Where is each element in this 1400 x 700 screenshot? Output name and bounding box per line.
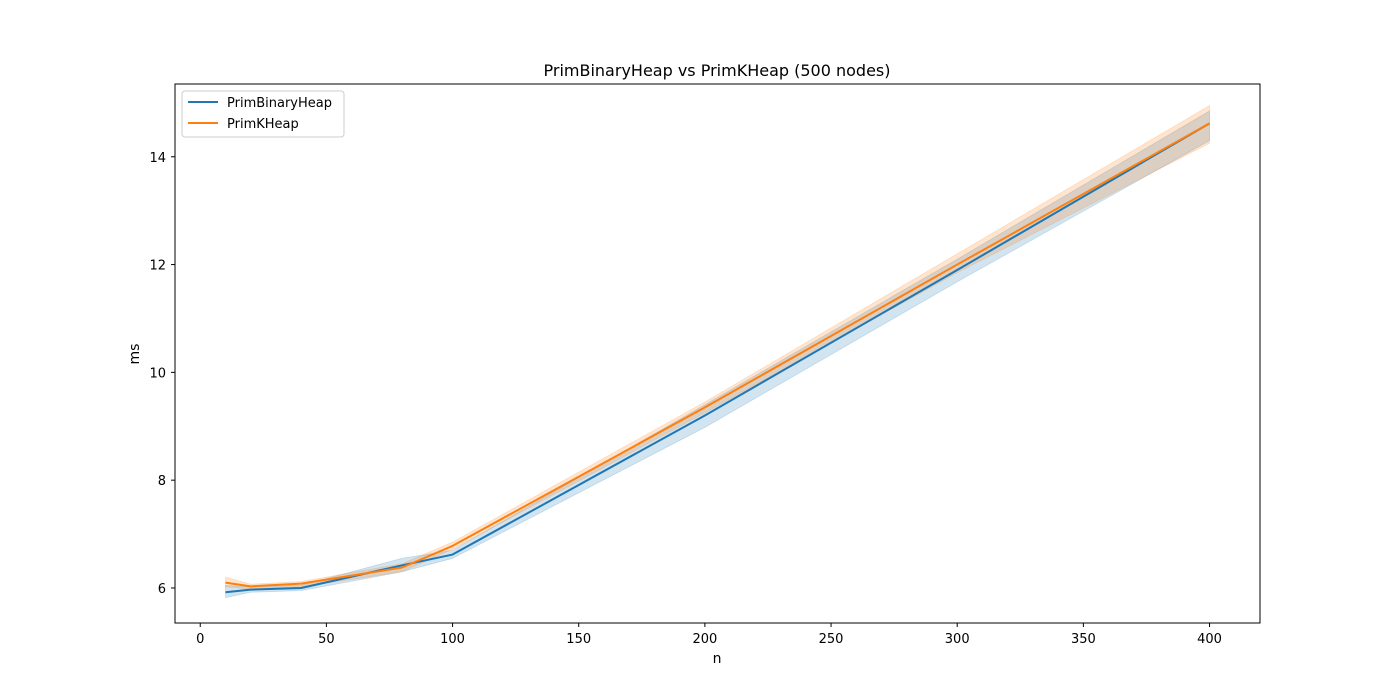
chart-title: PrimBinaryHeap vs PrimKHeap (500 nodes) [544, 61, 891, 80]
y-tick-label: 10 [149, 366, 166, 381]
band-primkheap [225, 104, 1210, 590]
y-tick-label: 12 [149, 259, 166, 274]
line-primbinaryheap [225, 122, 1211, 594]
x-axis: 0 50 100 150 200 250 300 350 400 [196, 623, 1222, 647]
x-tick-label: 250 [819, 632, 844, 647]
x-tick-label: 400 [1197, 632, 1222, 647]
legend-label-primkheap: PrimKHeap [227, 117, 299, 132]
x-axis-label: n [713, 651, 722, 667]
x-tick-label: 100 [440, 632, 465, 647]
legend: PrimBinaryHeap PrimKHeap [181, 90, 345, 138]
x-tick-label: 0 [196, 632, 204, 647]
y-tick-label: 6 [158, 582, 166, 597]
y-axis: 6 8 10 12 14 [149, 151, 175, 597]
plot-frame [174, 83, 1261, 624]
plot-area [225, 104, 1211, 599]
y-tick-label: 14 [149, 151, 166, 166]
y-axis-label: ms [127, 344, 143, 365]
x-tick-label: 50 [318, 632, 335, 647]
y-tick-label: 8 [158, 474, 166, 489]
legend-box [181, 90, 345, 138]
x-tick-label: 150 [566, 632, 591, 647]
legend-label-primbinaryheap: PrimBinaryHeap [227, 96, 332, 111]
line-primkheap [225, 122, 1211, 588]
band-primbinaryheap [225, 110, 1210, 599]
x-tick-label: 350 [1071, 632, 1096, 647]
x-tick-label: 200 [692, 632, 717, 647]
x-tick-label: 300 [945, 632, 970, 647]
